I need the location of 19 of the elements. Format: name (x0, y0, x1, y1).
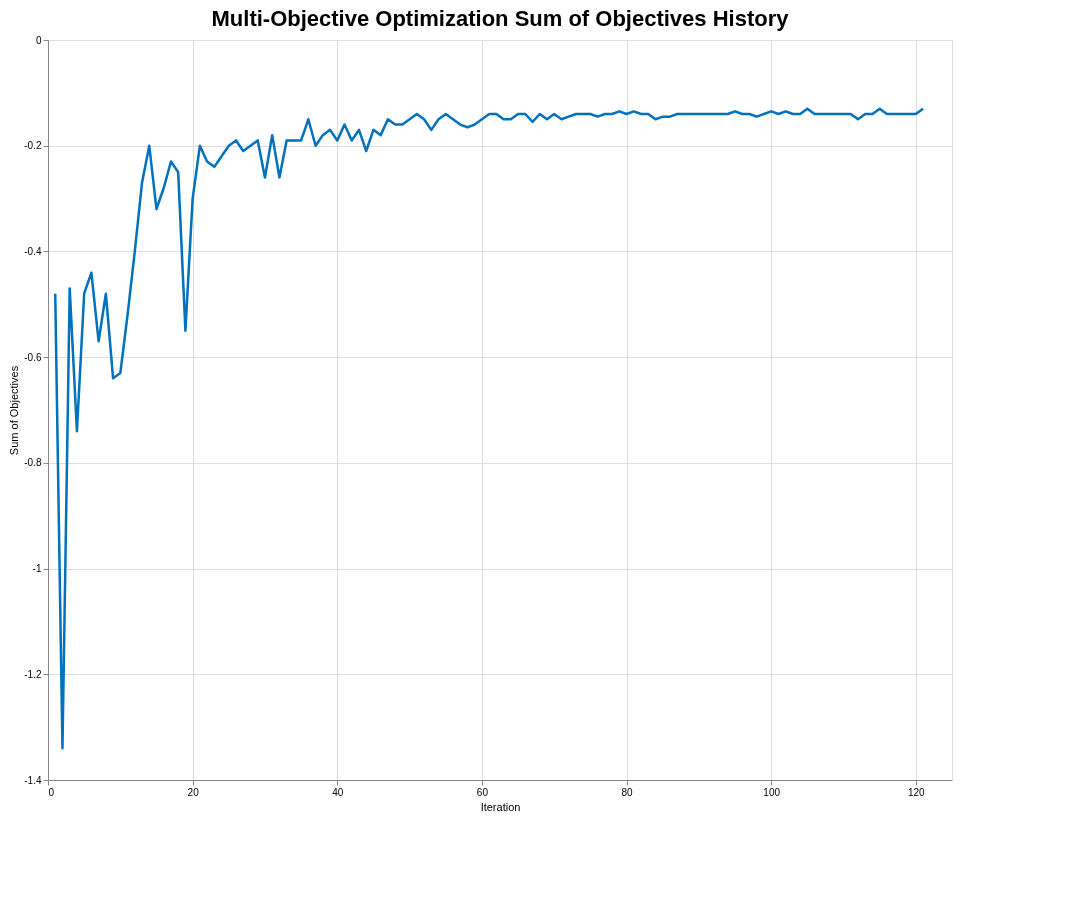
x-tick-label: 80 (621, 786, 634, 798)
x-tick-label: 40 (332, 786, 344, 798)
x-tick-label: 120 (908, 786, 926, 798)
x-axis-title: Iteration (480, 800, 521, 813)
y-tick-label: -0.6 (24, 351, 42, 363)
x-tick-label: 100 (763, 786, 781, 798)
y-tick-label: 0 (35, 34, 42, 46)
y-tick-label: -0.2 (24, 140, 42, 152)
chart-title: Multi-Objective Optimization Sum of Objectives History (211, 6, 790, 31)
y-axis-title: Sum of Objectives (8, 365, 21, 456)
y-tick-label: -1.2 (24, 668, 42, 680)
line-series (53, 107, 925, 750)
y-tick-label: -1.4 (24, 774, 42, 786)
y-tick-label: -1 (32, 563, 42, 575)
y-tick-label: -0.8 (24, 457, 42, 469)
y-tick-label: -0.4 (24, 245, 42, 257)
x-tick-label: 60 (476, 786, 489, 798)
x-tick-label: 0 (48, 786, 55, 798)
x-tick-label: 20 (187, 786, 200, 798)
